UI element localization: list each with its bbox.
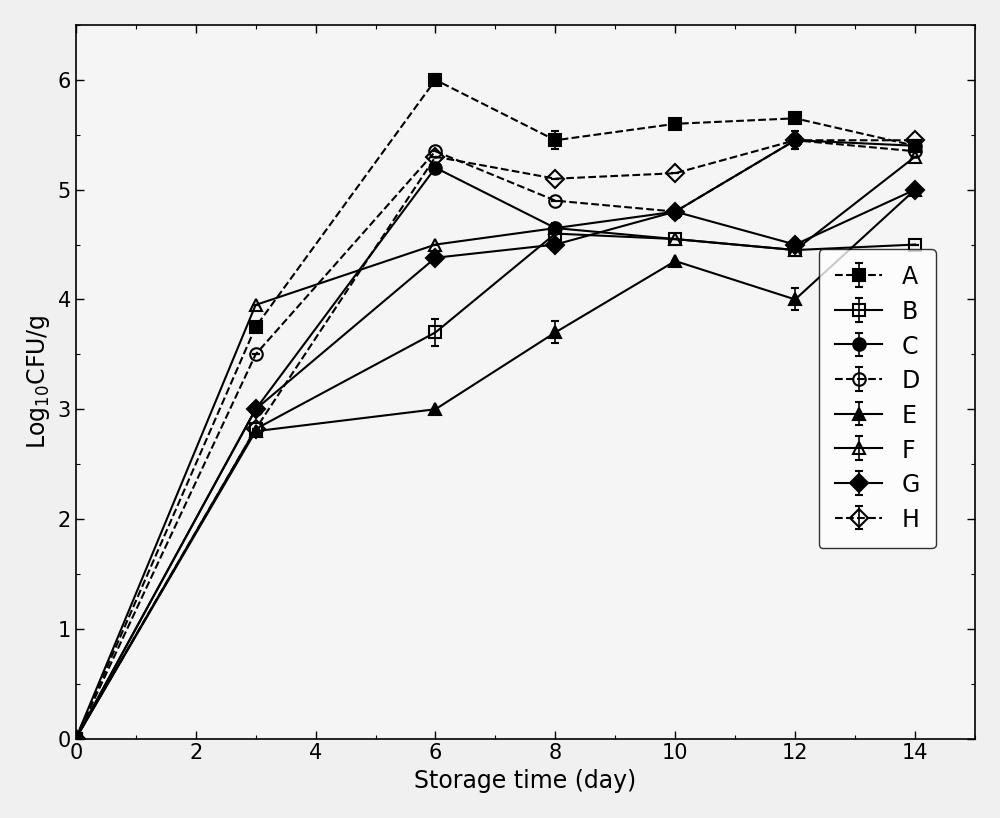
Legend: A, B, C, D, E, F, G, H: A, B, C, D, E, F, G, H (819, 249, 936, 548)
Y-axis label: $\mathrm{Log_{10}CFU/g}$: $\mathrm{Log_{10}CFU/g}$ (25, 314, 52, 449)
X-axis label: Storage time (day): Storage time (day) (414, 769, 637, 793)
